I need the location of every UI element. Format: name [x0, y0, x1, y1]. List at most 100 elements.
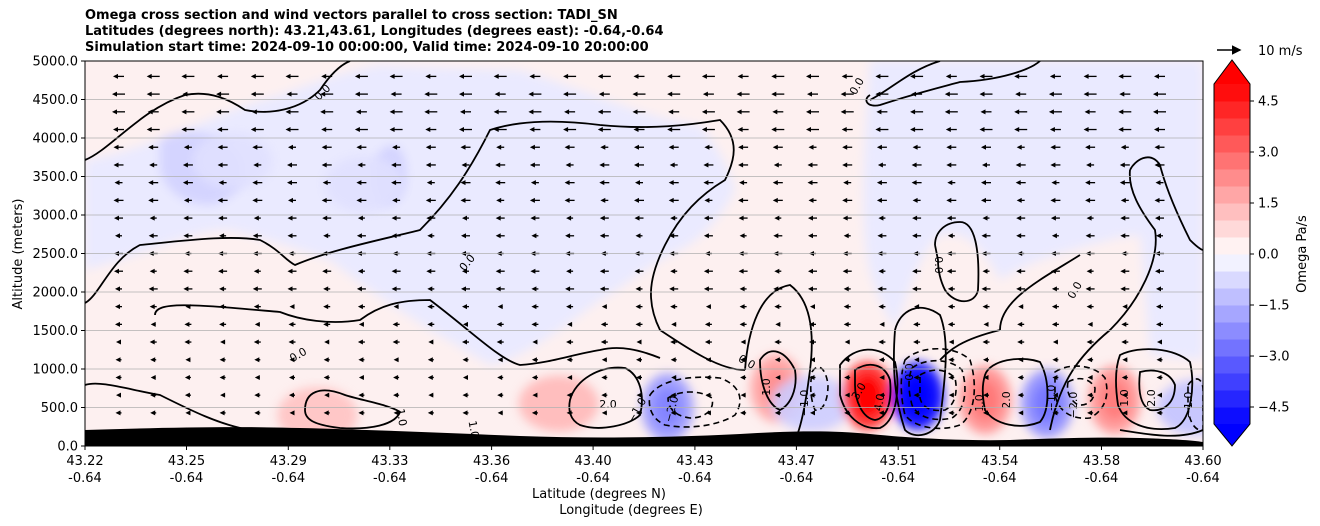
wind-vector-head — [841, 73, 847, 79]
wind-vector-head — [219, 286, 225, 292]
wind-vector-head — [495, 162, 501, 168]
wind-vector-head — [842, 162, 848, 168]
wind-vector-head — [1156, 286, 1161, 292]
wind-vector-head — [843, 321, 849, 327]
wind-vector-head — [1119, 180, 1125, 186]
wind-vector-head — [115, 357, 121, 363]
wind-vector-head — [288, 339, 294, 345]
wind-vector-head — [981, 286, 987, 292]
wind-vector-head — [806, 109, 811, 115]
wind-vector-head — [981, 180, 986, 186]
wind-vector-head — [945, 127, 951, 133]
wind-vector-head — [217, 197, 223, 203]
wind-vector-head — [567, 374, 573, 380]
wind-vector-head — [253, 215, 259, 221]
wind-vector-head — [601, 374, 607, 380]
wind-vector-head — [321, 73, 327, 79]
wind-vector-head — [1156, 357, 1162, 363]
wind-vector-head — [843, 286, 849, 292]
terrain — [85, 427, 1203, 446]
wind-vector-head — [496, 144, 502, 150]
wind-vector-head — [427, 233, 433, 239]
wind-vector-head — [807, 180, 813, 186]
wind-vector-head — [564, 197, 570, 203]
wind-vector-head — [530, 268, 536, 274]
wind-vector-head — [1154, 73, 1159, 79]
wind-vector-head — [567, 321, 573, 327]
wind-vector-head — [1083, 73, 1089, 79]
wind-vector-head — [219, 321, 225, 327]
contour-zero-left-mid — [85, 119, 746, 371]
wind-vector-head — [287, 233, 293, 239]
wind-vector-head — [218, 180, 224, 186]
wind-vector-head — [911, 162, 917, 168]
colorbar-swatch — [1214, 390, 1250, 408]
negative-region-right — [863, 61, 1203, 330]
wind-vector-head — [1051, 286, 1057, 292]
wind-vector-head — [112, 91, 117, 97]
wind-vector-head — [1015, 162, 1021, 168]
wind-vector-head — [599, 215, 605, 221]
contour-label: −1.0 — [798, 390, 811, 417]
wind-vector-head — [808, 144, 814, 150]
wind-vector-head — [1120, 144, 1126, 150]
wind-vector-head — [322, 215, 328, 221]
wind-vector-head — [115, 233, 120, 239]
horizontal-gridlines — [85, 99, 1203, 408]
wind-vector-head — [1018, 304, 1024, 310]
wind-vector-head — [981, 197, 986, 203]
wind-vector-head — [320, 91, 326, 97]
wind-vector-head — [463, 374, 468, 380]
wind-vector-head — [1048, 109, 1054, 115]
wind-vector-head — [393, 304, 399, 310]
wind-vector-head — [669, 233, 675, 239]
wind-vector-head — [114, 215, 119, 221]
wind-vector-head — [390, 91, 396, 97]
wind-vector-head — [1017, 339, 1023, 345]
y-tick-label: 5000.0 — [33, 55, 79, 70]
wind-vector-head — [184, 339, 190, 345]
wind-vector-head — [357, 215, 363, 221]
wind-vector-head — [113, 197, 119, 203]
wind-vector-head — [878, 304, 884, 310]
wind-vector-head — [183, 286, 189, 292]
wind-vector-head — [358, 410, 364, 416]
wind-vector-head — [354, 127, 360, 133]
wind-vector-head — [740, 339, 746, 345]
wind-vector-head — [254, 410, 260, 416]
y-tick-label: 3500.0 — [33, 170, 79, 185]
wind-vector-head — [217, 127, 223, 133]
wind-vector-head — [425, 162, 431, 168]
wind-vector-head — [1156, 374, 1162, 380]
wind-vector-head — [704, 321, 710, 327]
wind-vector-head — [219, 357, 225, 363]
wind-vector-head — [566, 304, 572, 310]
wind-vector-head — [183, 215, 189, 221]
wind-vector-head — [703, 162, 709, 168]
wind-vector-head — [149, 162, 155, 168]
wind-vector-head — [1016, 233, 1022, 239]
wind-vector-head — [810, 410, 815, 416]
wind-vector-head — [740, 374, 746, 380]
wind-vector-head — [497, 374, 503, 380]
wind-vector-head — [287, 215, 293, 221]
wind-vector-head — [460, 109, 465, 115]
wind-vector-head — [739, 304, 745, 310]
wind-vector-head — [774, 410, 780, 416]
wind-vector-head — [289, 374, 294, 380]
wind-vector-head — [427, 304, 433, 310]
wind-vector-head — [1156, 233, 1161, 239]
contour-neg-strong-1 — [900, 348, 976, 430]
wind-vector-head — [979, 73, 985, 79]
wind-vector-head — [667, 73, 673, 79]
y-tick-label: 4000.0 — [33, 132, 79, 147]
wind-vector-head — [323, 233, 329, 239]
wind-vector-head — [944, 91, 950, 97]
wind-vector-head — [149, 268, 155, 274]
wind-vector-head — [1087, 374, 1093, 380]
wind-vector-head — [597, 127, 603, 133]
contour-label: 1.0 — [973, 394, 986, 412]
wind-vector-head — [357, 304, 363, 310]
wind-vector-head — [495, 215, 501, 221]
wind-vector-head — [669, 162, 675, 168]
